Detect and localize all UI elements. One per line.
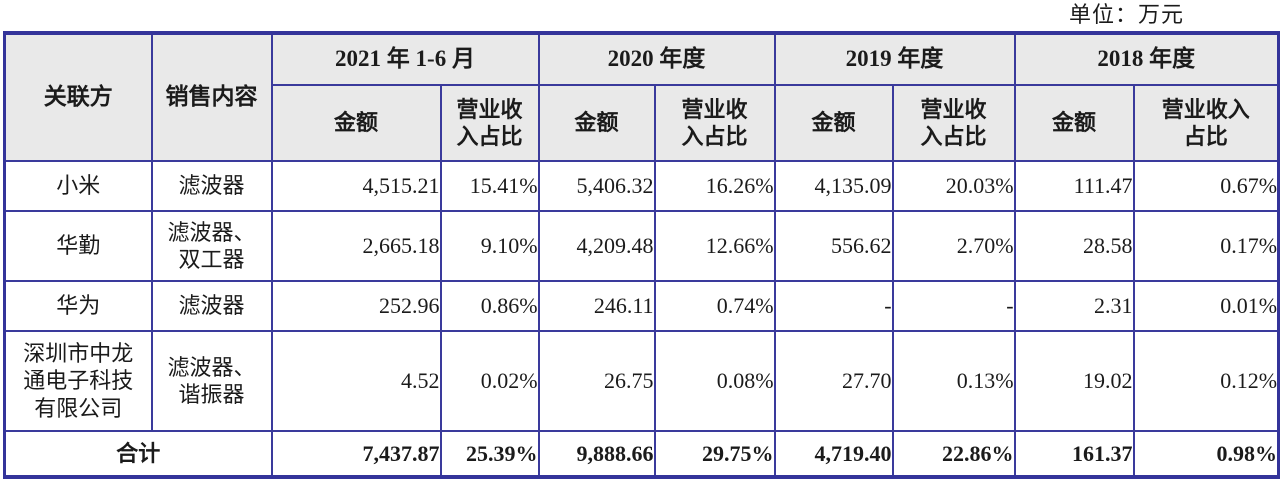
table-cell: 4,719.40 [773,430,894,478]
table-cell: 246.11 [537,280,656,332]
table-cell: 5,406.32 [537,160,656,212]
table-cell: 2.70% [891,210,1016,282]
table-cell: 252.96 [270,280,442,332]
table-cell: 111.47 [1013,160,1135,212]
table-cell: 29.75% [653,430,776,478]
unit-label: 单位：万元 [1068,2,1184,27]
header-row-periods: 关联方 销售内容 2021 年 1-6 月 2020 年度 2019 年度 20… [3,32,1280,162]
related-party-cell: 华为 [3,280,153,332]
table-cell: 20.03% [891,160,1016,212]
header-revenue-ratio-2019: 营业收 入占比 [891,84,1016,162]
related-party-cell: 小米 [3,160,153,212]
table-row-huawei: 华为 滤波器 252.96 0.86% 246.11 0.74% - - 2.3… [3,280,1280,332]
header-amount-2021h1: 金额 [270,84,442,162]
table-cell: 12.66% [653,210,776,282]
table-cell: 25.39% [439,430,540,478]
table-cell: 7,437.87 [270,430,442,478]
table-cell: 556.62 [773,210,894,282]
header-period-2019: 2019 年度 [773,32,1016,86]
related-party-cell: 深圳市中龙 通电子科技 有限公司 [3,330,153,432]
table-cell: 0.86% [439,280,540,332]
table-cell: 26.75 [537,330,656,432]
table-cell: 4.52 [270,330,442,432]
table-row-zhonglongtong: 深圳市中龙 通电子科技 有限公司 滤波器、 谐振器 4.52 0.02% 26.… [3,330,1280,432]
related-party-sales-table: 关联方 销售内容 2021 年 1-6 月 2020 年度 2019 年度 20… [3,31,1280,479]
sales-content-cell: 滤波器、 谐振器 [150,330,273,432]
table-row-xiaomi: 小米 滤波器 4,515.21 15.41% 5,406.32 16.26% 4… [3,160,1280,212]
table-row-total: 合计 7,437.87 25.39% 9,888.66 29.75% 4,719… [3,430,1280,478]
table-cell: 9,888.66 [537,430,656,478]
table-cell: 19.02 [1013,330,1135,432]
table-cell: 4,209.48 [537,210,656,282]
table-cell: 16.26% [653,160,776,212]
table-cell: 161.37 [1013,430,1135,478]
header-revenue-ratio-2020: 营业收 入占比 [653,84,776,162]
table-cell: 27.70 [773,330,894,432]
related-party-cell: 华勤 [3,210,153,282]
header-amount-2019: 金额 [773,84,894,162]
header-revenue-ratio-2018: 营业收入 占比 [1132,84,1280,162]
table-cell: 4,515.21 [270,160,442,212]
header-period-2018: 2018 年度 [1013,32,1280,86]
table-cell: 0.67% [1132,160,1280,212]
header-period-2021h1: 2021 年 1-6 月 [270,32,540,86]
table-cell: 0.13% [891,330,1016,432]
header-period-2020: 2020 年度 [537,32,776,86]
header-related-party: 关联方 [3,32,153,162]
table-cell: 4,135.09 [773,160,894,212]
table-cell: 0.02% [439,330,540,432]
table-cell: 0.08% [653,330,776,432]
table-cell: 0.12% [1132,330,1280,432]
table-cell: - [891,280,1016,332]
header-amount-2018: 金额 [1013,84,1135,162]
table-cell: 2,665.18 [270,210,442,282]
header-amount-2020: 金额 [537,84,656,162]
table-cell: 15.41% [439,160,540,212]
table-cell: 0.01% [1132,280,1280,332]
table-cell: 22.86% [891,430,1016,478]
table-cell: 9.10% [439,210,540,282]
total-label: 合计 [3,430,273,478]
table-cell: 0.74% [653,280,776,332]
header-revenue-ratio-2021h1: 营业收 入占比 [439,84,540,162]
sales-content-cell: 滤波器、 双工器 [150,210,273,282]
table-cell: - [773,280,894,332]
sales-content-cell: 滤波器 [150,280,273,332]
table-cell: 2.31 [1013,280,1135,332]
header-row-measures: 金额 营业收 入占比 金额 营业收 入占比 金额 营业收 入占比 金额 营业收入… [5,84,1280,162]
table-row-huaqin: 华勤 滤波器、 双工器 2,665.18 9.10% 4,209.48 12.6… [3,210,1280,282]
table-cell: 0.98% [1132,430,1280,478]
table-cell: 28.58 [1013,210,1135,282]
table-cell: 0.17% [1132,210,1280,282]
sales-content-cell: 滤波器 [150,160,273,212]
header-sales-content: 销售内容 [150,32,273,162]
